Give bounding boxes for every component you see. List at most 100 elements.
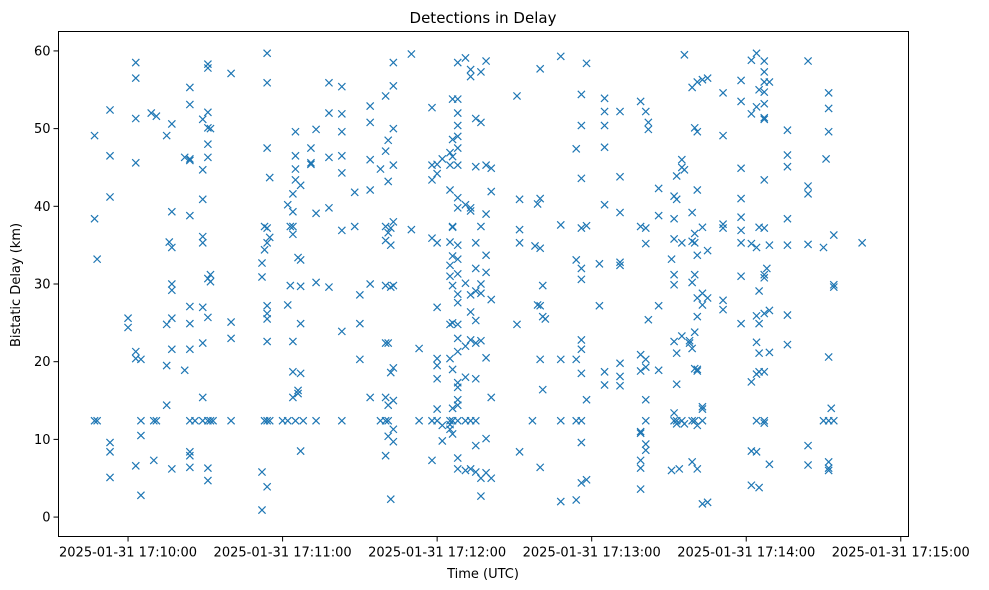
- data-point: [296, 369, 305, 378]
- data-point: [389, 161, 398, 170]
- data-point: [487, 187, 496, 196]
- data-point: [752, 49, 761, 58]
- data-point: [670, 270, 679, 279]
- data-point: [453, 121, 462, 130]
- data-point: [698, 402, 707, 411]
- data-point: [667, 466, 676, 475]
- data-point: [386, 224, 395, 233]
- data-point: [572, 495, 581, 505]
- x-tick-label: 2025-01-31 17:14:00: [677, 546, 815, 561]
- data-point: [306, 158, 315, 167]
- data-point: [105, 447, 115, 456]
- data-point: [760, 270, 769, 279]
- data-point: [783, 241, 792, 250]
- data-point: [466, 72, 475, 81]
- data-point: [476, 222, 485, 231]
- data-point: [427, 456, 437, 465]
- data-point: [641, 224, 650, 233]
- data-point: [105, 105, 115, 114]
- data-point: [306, 160, 315, 169]
- data-point: [582, 59, 591, 68]
- y-tick-label: 50: [34, 122, 51, 137]
- data-point: [719, 131, 728, 140]
- data-point: [288, 207, 297, 216]
- data-point: [136, 431, 145, 440]
- data-point: [206, 416, 215, 425]
- data-point: [693, 185, 702, 195]
- data-point: [453, 109, 462, 118]
- data-point: [384, 416, 393, 425]
- data-point: [556, 220, 565, 229]
- data-point: [185, 156, 194, 165]
- data-point: [389, 124, 398, 133]
- data-point: [257, 506, 267, 515]
- data-point: [747, 56, 756, 65]
- data-point: [445, 185, 455, 195]
- data-point: [263, 78, 272, 87]
- data-point: [688, 457, 697, 466]
- data-point: [152, 416, 161, 425]
- data-point: [453, 334, 462, 343]
- data-point: [482, 268, 491, 277]
- data-point: [471, 441, 480, 450]
- data-point: [698, 223, 707, 232]
- data-point: [185, 100, 194, 109]
- data-point: [453, 95, 462, 104]
- data-point: [530, 241, 540, 250]
- data-point: [131, 461, 140, 470]
- data-point: [824, 127, 833, 136]
- data-point: [804, 441, 813, 450]
- data-point: [185, 154, 194, 163]
- data-point: [265, 416, 274, 425]
- data-point: [227, 416, 236, 425]
- data-point: [206, 124, 215, 133]
- data-point: [636, 429, 645, 438]
- data-point: [737, 213, 746, 222]
- data-point: [685, 339, 694, 348]
- data-point: [760, 88, 769, 97]
- data-point: [466, 203, 475, 212]
- data-point: [306, 144, 315, 153]
- data-point: [670, 234, 679, 243]
- data-point: [693, 464, 702, 473]
- data-point: [198, 303, 207, 312]
- data-point: [644, 315, 653, 324]
- data-point: [858, 238, 867, 247]
- data-point: [294, 389, 303, 398]
- data-point: [533, 300, 542, 310]
- data-point: [719, 305, 728, 314]
- data-point: [752, 311, 761, 320]
- data-point: [445, 161, 455, 170]
- data-point: [203, 476, 212, 485]
- data-point: [337, 151, 346, 160]
- data-point: [453, 464, 462, 473]
- data-point: [93, 416, 102, 425]
- data-point: [482, 161, 491, 170]
- data-point: [185, 211, 194, 220]
- data-point: [124, 314, 133, 323]
- data-point: [515, 447, 524, 456]
- data-point: [198, 339, 207, 348]
- data-point: [448, 223, 457, 232]
- data-point: [755, 483, 764, 492]
- data-point: [433, 303, 442, 312]
- data-point: [288, 230, 297, 239]
- data-point: [337, 109, 346, 118]
- data-point: [203, 140, 212, 149]
- data-point: [752, 447, 761, 456]
- data-point: [824, 88, 833, 97]
- data-point: [263, 314, 272, 323]
- x-axis-label: Time (UTC): [446, 567, 519, 582]
- y-tick-label: 0: [42, 511, 50, 526]
- data-point: [389, 281, 398, 290]
- data-point: [296, 181, 305, 190]
- data-point: [162, 131, 171, 140]
- data-point: [737, 97, 746, 106]
- data-point: [765, 77, 774, 87]
- data-point: [185, 451, 194, 460]
- data-point: [760, 67, 769, 76]
- data-point: [827, 404, 836, 413]
- data-point: [783, 162, 792, 171]
- data-point: [615, 172, 625, 181]
